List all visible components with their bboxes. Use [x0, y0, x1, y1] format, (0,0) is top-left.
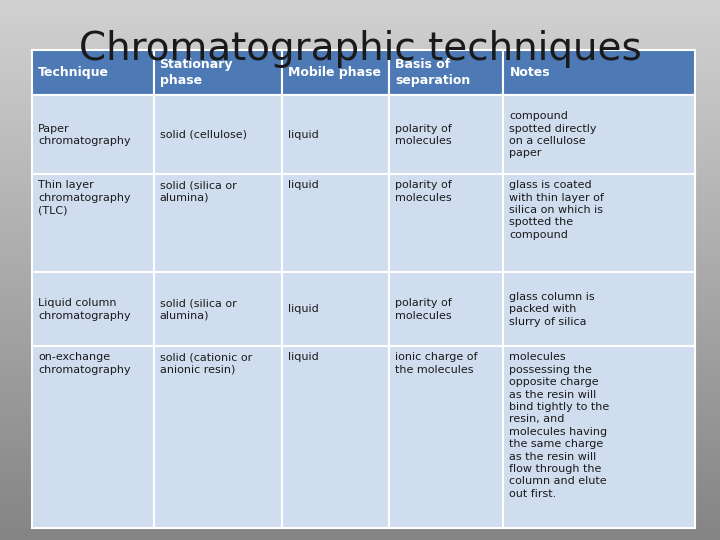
Bar	[503, 272, 695, 346]
Text: solid (silica or
alumina): solid (silica or alumina)	[160, 180, 236, 202]
Bar	[282, 346, 390, 528]
Bar	[153, 272, 282, 346]
Text: Mobile phase: Mobile phase	[289, 66, 382, 79]
Text: solid (silica or
alumina): solid (silica or alumina)	[160, 298, 236, 321]
Bar	[390, 174, 503, 272]
Bar	[282, 272, 390, 346]
Text: glass is coated
with thin layer of
silica on which is
spotted the
compound: glass is coated with thin layer of silic…	[510, 180, 604, 240]
Bar	[282, 50, 390, 96]
Bar	[153, 50, 282, 96]
Bar	[282, 174, 390, 272]
Text: solid (cellulose): solid (cellulose)	[160, 130, 246, 140]
Text: liquid: liquid	[289, 180, 319, 190]
Text: Chromatographic techniques: Chromatographic techniques	[78, 30, 642, 68]
Text: liquid: liquid	[289, 305, 319, 314]
Bar	[32, 50, 153, 96]
Bar	[282, 96, 390, 174]
Bar	[503, 96, 695, 174]
Text: Technique: Technique	[38, 66, 109, 79]
Bar	[153, 96, 282, 174]
Text: Notes: Notes	[510, 66, 550, 79]
Text: on-exchange
chromatography: on-exchange chromatography	[38, 353, 130, 375]
Text: solid (cationic or
anionic resin): solid (cationic or anionic resin)	[160, 353, 252, 375]
Bar	[153, 174, 282, 272]
Bar	[32, 272, 153, 346]
Bar	[390, 50, 503, 96]
Bar	[390, 272, 503, 346]
Text: ionic charge of
the molecules: ionic charge of the molecules	[395, 353, 478, 375]
Text: Basis of
separation: Basis of separation	[395, 58, 471, 87]
Text: Paper
chromatography: Paper chromatography	[38, 124, 130, 146]
Text: liquid: liquid	[289, 353, 319, 362]
Bar	[32, 96, 153, 174]
Text: polarity of
molecules: polarity of molecules	[395, 124, 452, 146]
Text: Stationary
phase: Stationary phase	[160, 58, 233, 87]
Text: Thin layer
chromatography
(TLC): Thin layer chromatography (TLC)	[38, 180, 130, 215]
Text: compound
spotted directly
on a cellulose
paper: compound spotted directly on a cellulose…	[510, 111, 597, 158]
Bar	[390, 96, 503, 174]
Bar	[32, 346, 153, 528]
Bar	[153, 346, 282, 528]
Text: polarity of
molecules: polarity of molecules	[395, 180, 452, 202]
Text: liquid: liquid	[289, 130, 319, 140]
Bar	[503, 50, 695, 96]
Bar	[503, 174, 695, 272]
Bar	[390, 346, 503, 528]
Text: polarity of
molecules: polarity of molecules	[395, 298, 452, 321]
Text: glass column is
packed with
slurry of silica: glass column is packed with slurry of si…	[510, 292, 595, 327]
Text: Liquid column
chromatography: Liquid column chromatography	[38, 298, 130, 321]
Bar	[503, 346, 695, 528]
Bar	[32, 174, 153, 272]
Text: molecules
possessing the
opposite charge
as the resin will
bind tightly to the
r: molecules possessing the opposite charge…	[510, 353, 610, 499]
